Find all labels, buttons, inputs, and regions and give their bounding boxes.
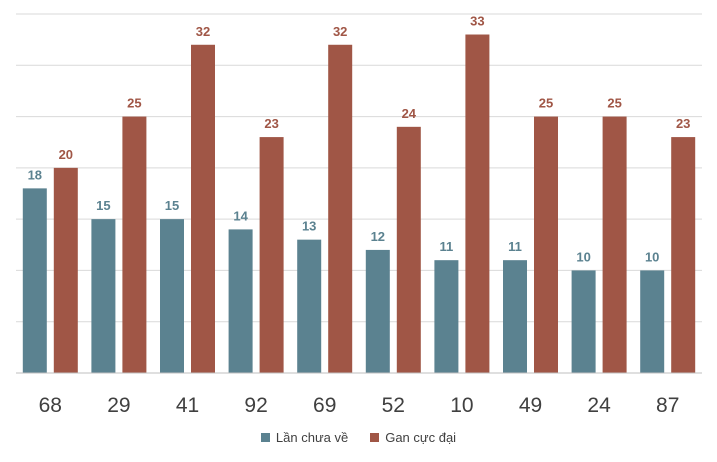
data-label-series-1-41: 15 — [165, 198, 179, 213]
data-label-series-2-69: 32 — [333, 24, 347, 39]
legend-label: Gan cực đại — [385, 430, 457, 445]
data-label-series-1-24: 10 — [576, 249, 590, 264]
bar-series-2-29 — [122, 116, 147, 374]
category-label-49: 49 — [519, 394, 542, 417]
data-label-series-2-49: 25 — [539, 96, 553, 111]
data-label-series-1-68: 18 — [28, 167, 42, 182]
data-label-series-2-87: 23 — [676, 116, 690, 131]
data-label-series-1-92: 14 — [233, 208, 248, 223]
legend: Lần chưa về Gan cực đại — [0, 430, 717, 445]
data-label-series-2-52: 24 — [402, 106, 417, 121]
category-label-10: 10 — [450, 394, 473, 417]
bar-series-1-49 — [503, 260, 527, 373]
data-label-series-1-52: 12 — [371, 229, 385, 244]
data-label-series-1-29: 15 — [96, 198, 110, 213]
data-label-series-1-87: 10 — [645, 249, 659, 264]
data-labels: 18 20 15 25 15 32 14 23 13 32 12 24 11 33 11 25 10 25 10 23 — [28, 14, 691, 265]
bar-series-2-41 — [191, 44, 215, 374]
data-label-series-1-49: 11 — [508, 239, 522, 254]
legend-item-series-2[interactable]: Gan cực đại — [370, 430, 456, 445]
category-labels: 68 29 41 92 69 52 10 49 24 87 — [39, 394, 680, 417]
bar-series-1-41 — [160, 219, 184, 373]
bar-series-2-68 — [53, 167, 78, 373]
category-label-69: 69 — [313, 394, 336, 417]
bars — [22, 34, 696, 374]
bar-series-1-52 — [365, 249, 390, 373]
bar-series-2-52 — [396, 126, 421, 373]
data-label-series-2-41: 32 — [196, 24, 210, 39]
bar-series-1-10 — [434, 260, 459, 373]
category-label-87: 87 — [656, 394, 679, 417]
bar-series-1-24 — [571, 270, 596, 373]
data-label-series-2-29: 25 — [127, 96, 141, 111]
bar-series-2-10 — [465, 34, 490, 374]
legend-swatch — [370, 433, 380, 442]
bar-series-1-87 — [640, 270, 665, 373]
bar-series-1-92 — [228, 229, 253, 373]
data-label-series-1-10: 11 — [440, 239, 454, 254]
bar-series-1-68 — [22, 188, 47, 373]
bar-series-2-92 — [259, 137, 284, 373]
legend-item-series-1[interactable]: Lần chưa về — [260, 430, 349, 445]
category-label-52: 52 — [382, 394, 405, 417]
data-label-series-2-24: 25 — [607, 96, 621, 111]
data-label-series-2-92: 23 — [264, 116, 278, 131]
bar-series-2-49 — [534, 116, 558, 374]
category-label-68: 68 — [39, 394, 62, 417]
bar-series-2-87 — [671, 137, 696, 373]
gridlines — [16, 13, 702, 323]
bar-series-2-24 — [602, 116, 627, 374]
category-label-24: 24 — [587, 394, 611, 417]
data-label-series-2-10: 33 — [470, 14, 484, 29]
data-label-series-2-68: 20 — [59, 147, 73, 162]
category-label-41: 41 — [176, 394, 199, 417]
category-label-29: 29 — [107, 394, 130, 417]
legend-label: Lần chưa về — [275, 430, 349, 445]
bar-series-2-69 — [328, 44, 353, 374]
data-label-series-1-69: 13 — [302, 219, 316, 234]
category-label-92: 92 — [244, 394, 267, 417]
bar-series-1-69 — [297, 239, 322, 373]
bar-series-1-29 — [91, 219, 116, 373]
legend-swatch — [260, 433, 270, 442]
